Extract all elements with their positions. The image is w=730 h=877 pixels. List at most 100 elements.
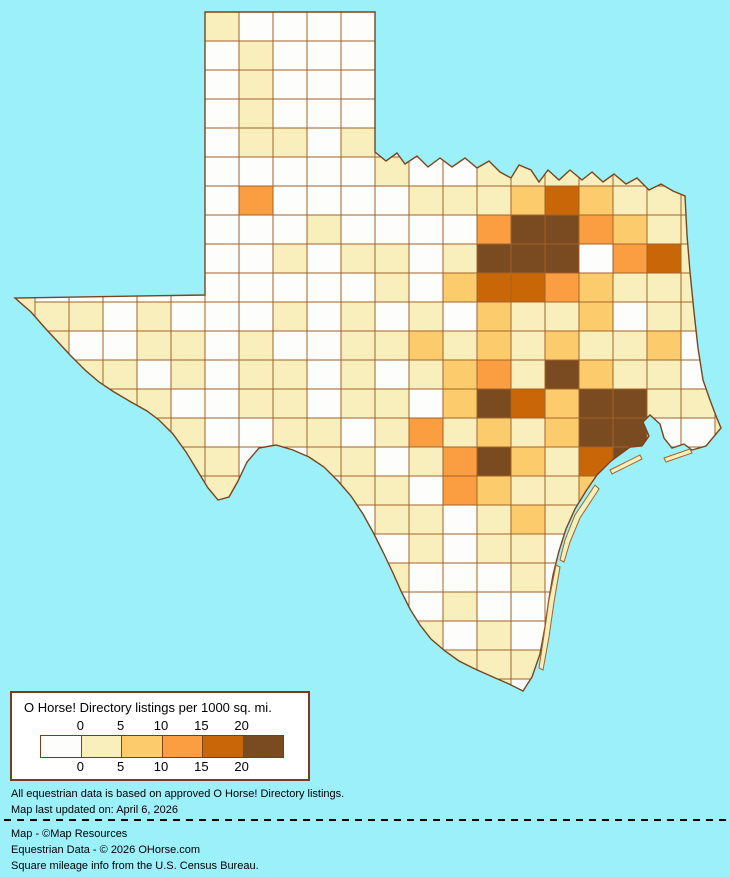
county-cell	[442, 127, 478, 158]
county-cell	[612, 98, 648, 129]
county-cell	[442, 98, 478, 129]
county-cell	[306, 533, 342, 564]
county-cell	[238, 69, 274, 100]
county-cell	[102, 562, 138, 593]
county-cell	[102, 388, 138, 419]
county-cell	[204, 272, 240, 303]
county-cell	[136, 359, 172, 390]
county-cell	[408, 301, 444, 332]
county-cell	[340, 678, 376, 691]
legend-swatch-5	[243, 736, 283, 757]
county-cell	[510, 272, 546, 303]
county-cell	[646, 359, 682, 390]
county-cell	[272, 243, 308, 274]
county-cell	[204, 591, 240, 622]
legend-tick: 10	[153, 759, 169, 774]
county-cell	[476, 504, 512, 535]
county-cell	[476, 649, 512, 680]
county-cell	[68, 446, 104, 477]
county-cell	[646, 330, 682, 361]
county-cell	[238, 156, 274, 187]
county-cell	[136, 156, 172, 187]
county-cell	[374, 301, 410, 332]
county-cell	[510, 417, 546, 448]
county-cell	[646, 620, 682, 651]
county-cell	[612, 417, 648, 448]
county-cell	[306, 649, 342, 680]
county-cell	[34, 301, 70, 332]
county-cell	[68, 127, 104, 158]
county-cell	[374, 98, 410, 129]
county-cell	[340, 40, 376, 71]
legend-color-bar	[40, 735, 284, 758]
county-cell	[340, 649, 376, 680]
county-cell	[340, 504, 376, 535]
county-cell	[374, 330, 410, 361]
county-cell	[680, 359, 716, 390]
county-cell	[680, 98, 716, 129]
county-cell	[476, 272, 512, 303]
county-cell	[680, 243, 716, 274]
county-cell	[238, 504, 274, 535]
county-cell	[476, 127, 512, 158]
county-cell	[442, 185, 478, 216]
county-cell	[646, 214, 682, 245]
county-cell	[170, 417, 206, 448]
county-cell	[306, 12, 342, 42]
county-cell	[476, 533, 512, 564]
county-cell	[578, 417, 614, 448]
county-cell	[170, 127, 206, 158]
county-cell	[510, 12, 546, 42]
barrier-islands	[538, 448, 693, 671]
county-cell	[68, 156, 104, 187]
county-cell	[374, 475, 410, 506]
county-cell	[272, 40, 308, 71]
county-cell	[34, 69, 70, 100]
county-cell	[544, 185, 580, 216]
county-cell	[102, 475, 138, 506]
county-cell	[646, 40, 682, 71]
county-cell	[544, 272, 580, 303]
county-cell	[612, 301, 648, 332]
county-cell	[680, 69, 716, 100]
county-cell	[136, 214, 172, 245]
county-cell	[646, 156, 682, 187]
county-cell	[272, 12, 308, 42]
county-cell	[578, 127, 614, 158]
county-cell	[544, 649, 580, 680]
county-cell	[510, 620, 546, 651]
county-cell	[612, 562, 648, 593]
legend-ticks-top: 0 5 10 15 20	[12, 718, 308, 733]
county-cell	[510, 591, 546, 622]
county-cell	[578, 69, 614, 100]
county-cell	[136, 330, 172, 361]
county-cell	[612, 185, 648, 216]
county-cell	[340, 301, 376, 332]
county-cell	[510, 533, 546, 564]
county-cell	[646, 185, 682, 216]
county-cell	[476, 243, 512, 274]
county-cell	[102, 446, 138, 477]
county-cell	[136, 591, 172, 622]
county-cell	[238, 214, 274, 245]
county-cell	[340, 620, 376, 651]
county-cell	[442, 620, 478, 651]
county-cell	[510, 69, 546, 100]
county-cell	[306, 98, 342, 129]
county-cell	[340, 214, 376, 245]
county-cell	[646, 301, 682, 332]
county-cell	[374, 243, 410, 274]
county-cell	[578, 40, 614, 71]
county-cell	[680, 678, 716, 691]
county-cell	[272, 417, 308, 448]
county-cell	[374, 562, 410, 593]
county-cell	[272, 620, 308, 651]
county-cell	[578, 156, 614, 187]
county-cell	[476, 475, 512, 506]
county-cell	[102, 243, 138, 274]
county-cell	[680, 649, 716, 680]
county-cell	[306, 330, 342, 361]
county-cell	[544, 243, 580, 274]
county-cell	[578, 562, 614, 593]
county-cell	[306, 475, 342, 506]
